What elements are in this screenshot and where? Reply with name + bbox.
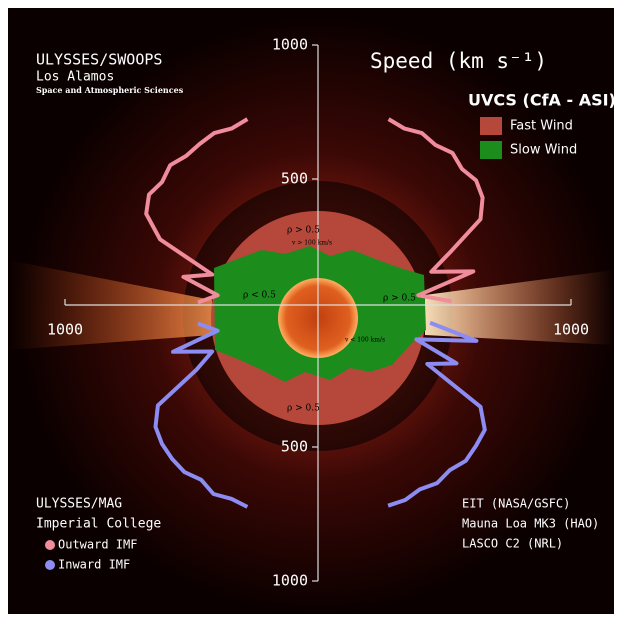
legend: Fast Wind Slow Wind — [480, 117, 577, 159]
legend-label: Inward IMF — [58, 558, 130, 572]
chart-title: Speed (km s⁻¹) — [370, 49, 547, 73]
legend-label: Fast Wind — [510, 119, 573, 134]
credit: ULYSSES/SWOOPS — [36, 51, 162, 69]
streamer — [425, 270, 614, 345]
legend-marker — [45, 540, 55, 550]
annotation: ρ < 0.5 — [243, 291, 276, 301]
credit: ULYSSES/MAG — [36, 497, 122, 512]
legend-swatch — [480, 141, 502, 159]
credit: Mauna Loa MK3 (HAO) — [462, 517, 599, 531]
plot — [144, 117, 487, 509]
axes: 500 500 1000 1000 1000 1000 — [47, 36, 589, 590]
credit: Space and Atmospheric Sciences — [36, 85, 184, 95]
r-tick-label: 1000 — [553, 321, 589, 339]
legend-title: UVCS (CfA - ASI) — [468, 91, 616, 110]
r-tick-label: 1000 — [272, 36, 308, 54]
speed-trace — [144, 117, 485, 305]
legend-swatch — [480, 117, 502, 135]
legend-label: Slow Wind — [510, 143, 577, 158]
legend: Outward IMF Inward IMF — [45, 538, 137, 572]
credit: Los Alamos — [36, 70, 114, 85]
annotation: ρ > 0.5 — [383, 294, 416, 304]
speed-trace — [153, 320, 487, 509]
annotation: v > 100 km/s — [291, 240, 332, 247]
annotation: ρ > 0.5 — [287, 404, 320, 414]
r-tick-label: 500 — [281, 438, 308, 456]
credit: EIT (NASA/GSFC) — [462, 497, 570, 511]
annotation: ρ > 0.5 — [287, 226, 320, 236]
r-tick-label: 1000 — [272, 572, 308, 590]
legend-label: Outward IMF — [58, 538, 137, 552]
annotation: v < 100 km/s — [344, 337, 385, 344]
legend-marker — [45, 560, 55, 570]
r-tick-label: 500 — [281, 170, 308, 188]
credit: LASCO C2 (NRL) — [462, 537, 563, 551]
credit: Imperial College — [36, 517, 161, 532]
r-tick-label: 1000 — [47, 321, 83, 339]
